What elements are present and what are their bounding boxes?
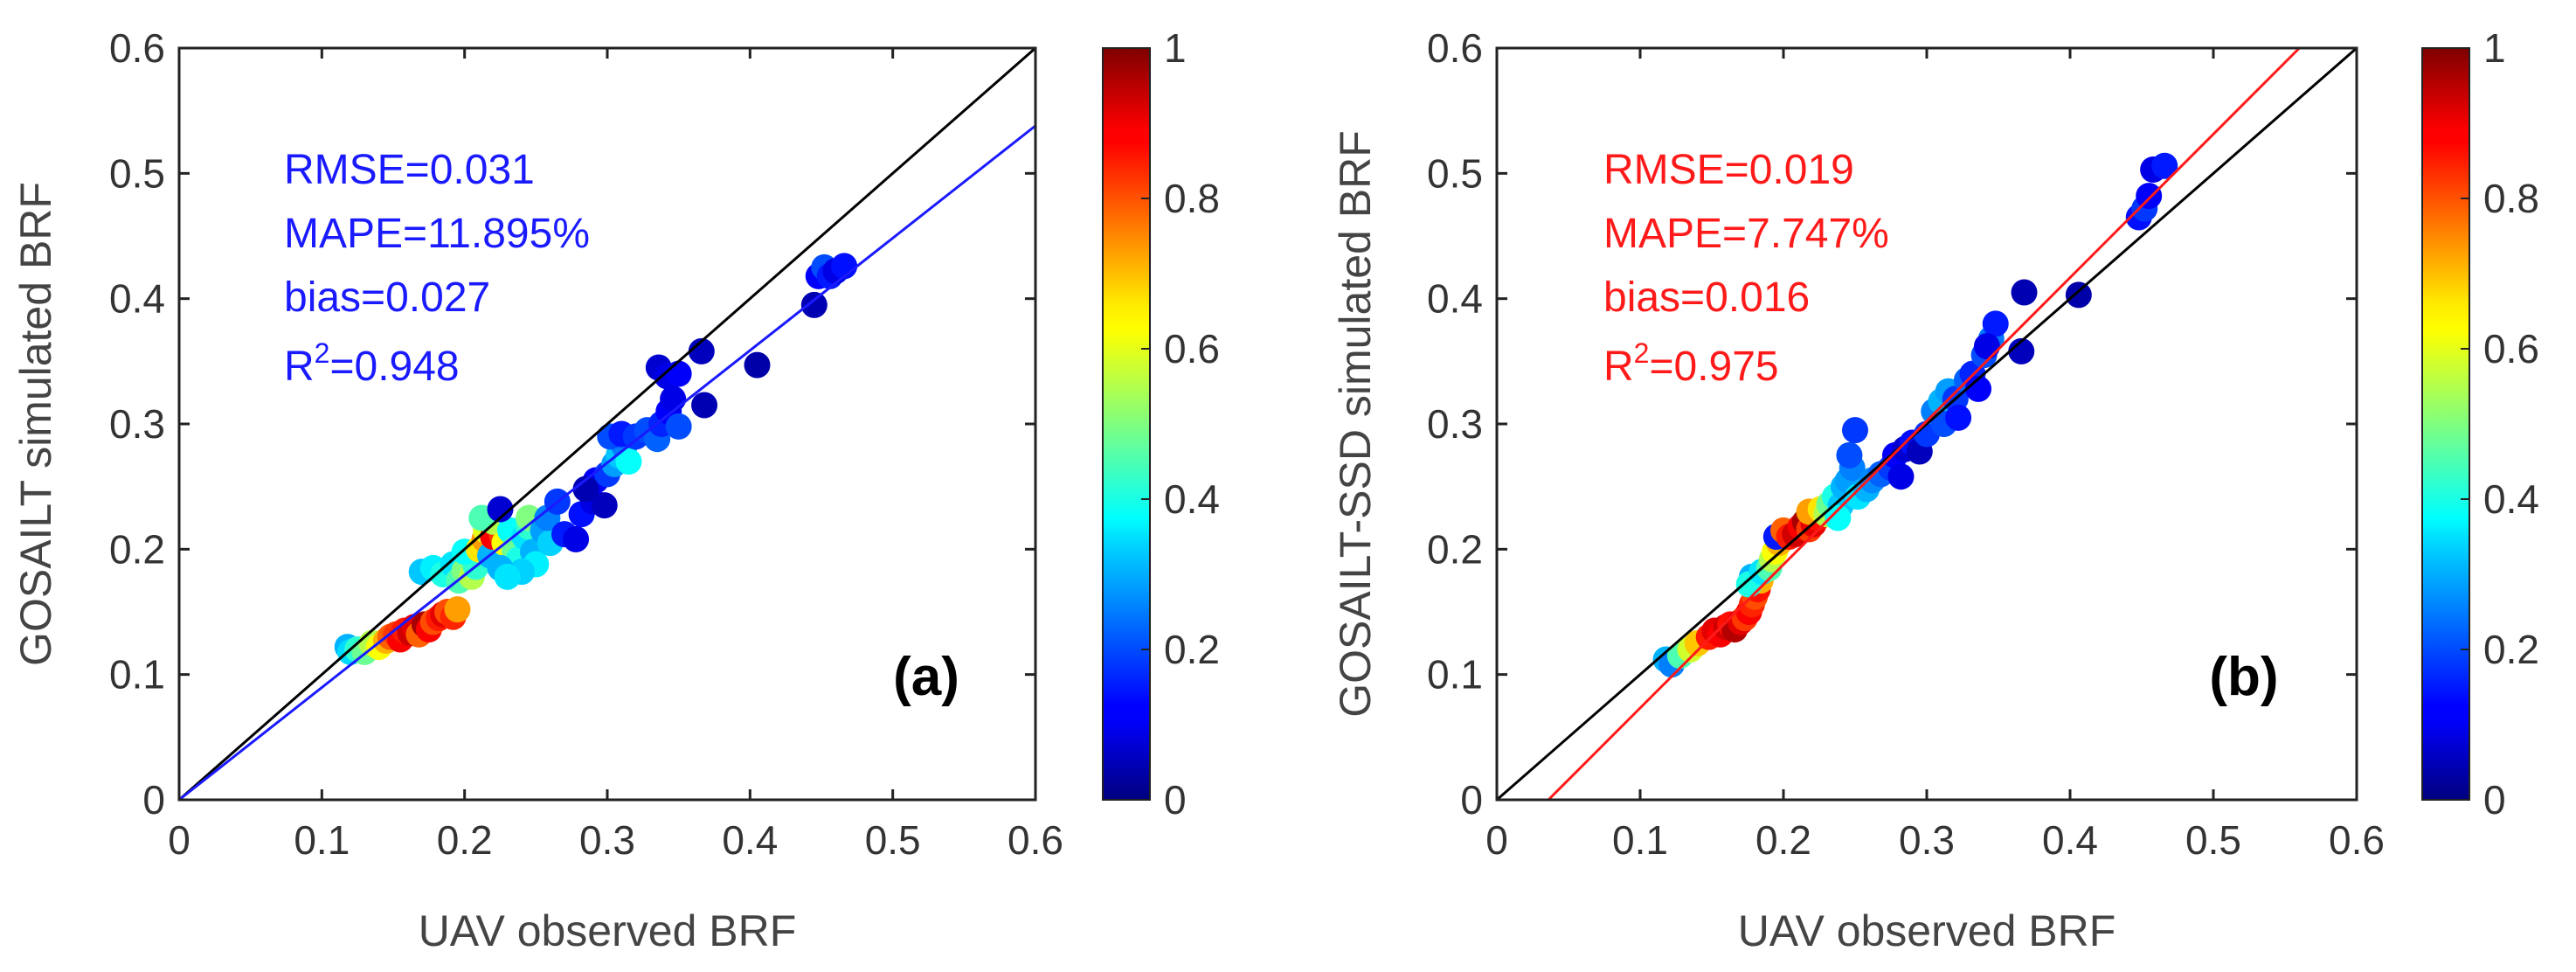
data-point <box>1842 417 1868 444</box>
data-point <box>1973 333 2000 360</box>
panel-b: 0 0.1 0.2 0.3 0.4 0.5 0.6 0 0.1 0.2 0.3 0.4 0.5 0.6 R… <box>1331 25 2539 955</box>
data-point <box>1825 504 1852 531</box>
data-point <box>691 392 718 419</box>
x-tick-label: 0.5 <box>865 817 921 863</box>
colorbar-tick-label: 0.4 <box>1164 476 1220 522</box>
data-point <box>665 413 692 440</box>
y-tick-label: 0.1 <box>1427 652 1483 698</box>
data-point <box>494 563 521 590</box>
x-tick-label: 0.5 <box>2185 817 2241 863</box>
data-point <box>1887 463 1915 490</box>
mape-label-a: MAPE=11.895% <box>284 211 590 257</box>
x-axis-label-a: UAV observed BRF <box>419 906 797 955</box>
x-tick-label: 0.2 <box>437 817 493 863</box>
data-point <box>572 476 599 503</box>
colorbar-gradient-a <box>1102 47 1151 801</box>
y-tick-label: 0.6 <box>1427 25 1483 71</box>
colorbar-tick-label: 1 <box>2483 25 2506 71</box>
data-point <box>2008 337 2035 364</box>
y-tick-label: 0.2 <box>1427 526 1483 572</box>
y-axis-label-b: GOSAILT-SSD simulated BRF <box>1331 130 1380 717</box>
mape-label-b: MAPE=7.747% <box>1603 211 1889 257</box>
x-tick-label: 0.6 <box>2329 817 2385 863</box>
data-point <box>615 448 642 475</box>
stats-box-b: RMSE=0.019 MAPE=7.747% bias=0.016 R2=0.9… <box>1603 147 1889 390</box>
rmse-label-a: RMSE=0.031 <box>284 147 535 193</box>
colorbar-b: 0 0.2 0.4 0.6 0.8 1 <box>2421 25 2539 823</box>
colorbar-tick-label: 0.8 <box>2483 176 2539 221</box>
colorbar-tick-label: 0.2 <box>2483 627 2539 672</box>
x-tick-label: 0.4 <box>722 817 778 863</box>
colorbar-tick-label: 0.4 <box>2483 476 2539 522</box>
data-point <box>1836 441 1863 469</box>
axis-ticks-a: 0 0.1 0.2 0.3 0.4 0.5 0.6 0 0.1 0.2 0.3 0.4 0.5 0.6 <box>109 25 1063 863</box>
fit-line-b <box>1547 46 2301 802</box>
x-tick-label: 0.4 <box>2042 817 2098 863</box>
colorbar-gradient-b <box>2421 47 2470 801</box>
y-tick-label: 0.4 <box>1427 276 1483 322</box>
data-point <box>1965 375 1992 402</box>
y-tick-label: 0.3 <box>109 401 165 447</box>
data-point <box>487 496 514 523</box>
panel-label-a: (a) <box>893 647 959 707</box>
y-tick-label: 0.1 <box>109 652 165 698</box>
r2-label-a: R2=0.948 <box>284 337 460 390</box>
data-point <box>800 291 828 318</box>
data-point <box>2151 152 2178 179</box>
y-tick-label: 0 <box>1460 777 1483 823</box>
colorbar-tick-label: 1 <box>1164 25 1187 71</box>
colorbar-tick-label: 0.8 <box>1164 176 1220 221</box>
data-point <box>660 385 687 413</box>
bias-label-b: bias=0.016 <box>1603 274 1810 321</box>
y-tick-label: 0.5 <box>1427 150 1483 196</box>
bias-label-a: bias=0.027 <box>284 274 490 321</box>
r2-label-b: R2=0.975 <box>1603 337 1779 390</box>
panel-label-b: (b) <box>2209 647 2278 707</box>
colorbar-ticks-a: 0 0.2 0.4 0.6 0.8 1 <box>1141 25 1220 823</box>
data-point <box>665 360 692 387</box>
colorbar-ticks-b: 0 0.2 0.4 0.6 0.8 1 <box>2461 25 2539 823</box>
colorbar-tick-label: 0 <box>2483 777 2506 823</box>
x-tick-label: 0.3 <box>1899 817 1955 863</box>
x-tick-label: 0 <box>1485 817 1508 863</box>
y-tick-label: 0.5 <box>109 150 165 196</box>
colorbar-tick-label: 0.6 <box>1164 326 1220 371</box>
data-point <box>2011 279 2038 306</box>
x-tick-label: 0.3 <box>579 817 635 863</box>
rmse-label-b: RMSE=0.019 <box>1603 147 1854 193</box>
x-tick-label: 0.1 <box>1612 817 1668 863</box>
data-point <box>591 492 618 519</box>
x-tick-label: 0 <box>168 817 190 863</box>
colorbar-tick-label: 0.2 <box>1164 627 1220 672</box>
y-tick-label: 0.4 <box>109 276 165 322</box>
data-point <box>563 525 590 552</box>
data-point <box>2136 183 2163 210</box>
data-point <box>1945 404 1972 431</box>
colorbar-a: 0 0.2 0.4 0.6 0.8 1 <box>1102 25 1220 823</box>
data-point <box>444 596 471 623</box>
data-point <box>2065 281 2092 309</box>
x-tick-label: 0.1 <box>294 817 350 863</box>
y-tick-label: 0 <box>142 777 165 823</box>
y-tick-label: 0.2 <box>109 526 165 572</box>
y-tick-label: 0.3 <box>1427 401 1483 447</box>
fit-line-a <box>178 124 1036 802</box>
data-point <box>744 351 771 378</box>
colorbar-tick-label: 0 <box>1164 777 1187 823</box>
x-tick-label: 0.2 <box>1755 817 1811 863</box>
x-axis-label-b: UAV observed BRF <box>1738 906 2116 955</box>
colorbar-tick-label: 0.6 <box>2483 326 2539 371</box>
panel-a: 0 0.1 0.2 0.3 0.4 0.5 0.6 0 0.1 0.2 0.3 0.4 0.5 0.6 R… <box>11 25 1220 955</box>
y-tick-label: 0.6 <box>109 25 165 71</box>
data-point <box>1982 310 2009 337</box>
data-point <box>688 337 715 364</box>
axis-ticks-b: 0 0.1 0.2 0.3 0.4 0.5 0.6 0 0.1 0.2 0.3 0.4 0.5 0.6 <box>1427 25 2385 863</box>
one-to-one-line-a <box>178 46 1036 802</box>
x-tick-label: 0.6 <box>1008 817 1063 863</box>
stats-box-a: RMSE=0.031 MAPE=11.895% bias=0.027 R2=0.… <box>284 147 590 390</box>
one-to-one-line-b <box>1496 46 2358 802</box>
y-axis-label-a: GOSAILT simulated BRF <box>11 182 60 666</box>
